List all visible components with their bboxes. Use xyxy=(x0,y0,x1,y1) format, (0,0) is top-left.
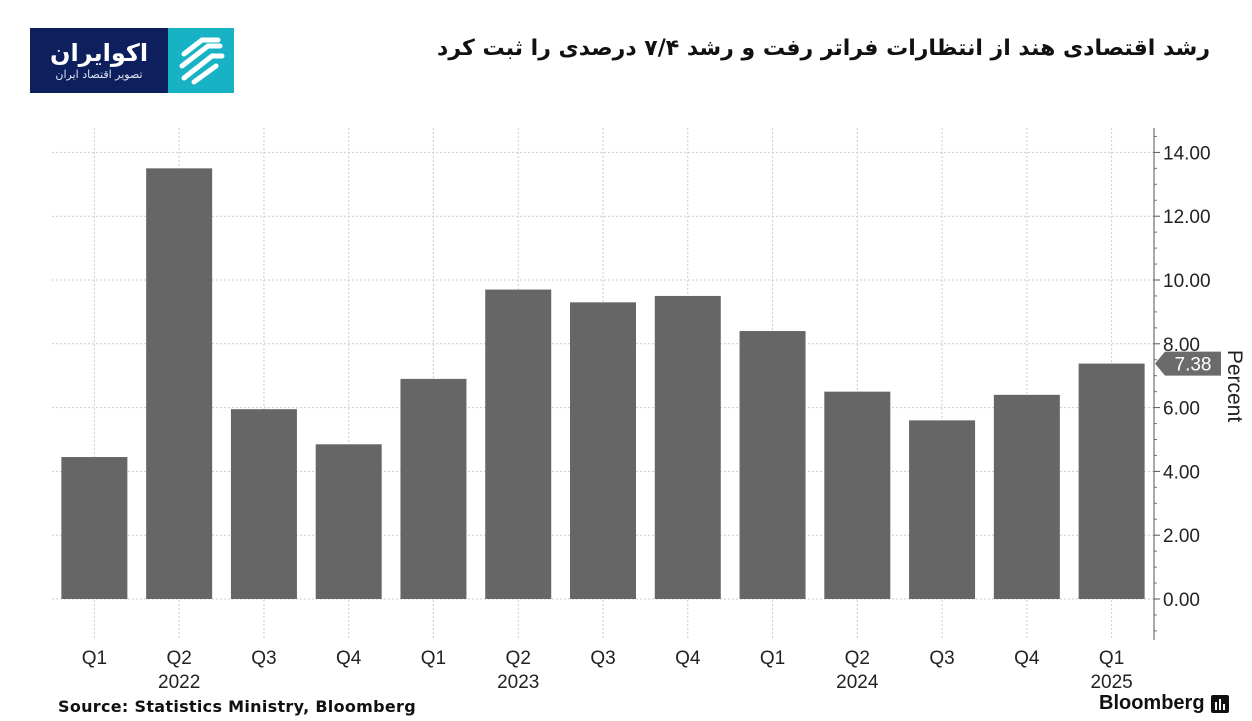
x-tick-label: Q2 xyxy=(506,648,531,669)
bloomberg-wordmark: Bloomberg xyxy=(1099,692,1205,714)
x-tick-label: Q2 xyxy=(166,648,191,669)
bloomberg-chart-icon xyxy=(1210,694,1229,713)
x-tick-label: Q3 xyxy=(251,648,276,669)
y-tick-label: 10.00 xyxy=(1163,271,1211,292)
logo-tagline: تصویر اقتصاد ایران xyxy=(55,67,143,81)
bar-q3 xyxy=(230,409,297,599)
y-axis-title: Percent xyxy=(1223,350,1246,423)
y-tick-label: 8.00 xyxy=(1163,335,1200,356)
x-tick-label: Q1 xyxy=(760,648,785,669)
bar-q3 xyxy=(909,420,976,599)
bar-q4 xyxy=(654,295,721,599)
bar-q2 xyxy=(146,168,213,599)
x-tick-label: Q3 xyxy=(590,648,615,669)
bar-q1 xyxy=(1078,363,1145,599)
x-year-label: 2024 xyxy=(836,672,879,693)
bar-q2 xyxy=(824,391,891,599)
last-value-callout xyxy=(1155,351,1221,376)
x-year-label: 2025 xyxy=(1090,672,1132,693)
y-tick-label: 0.00 xyxy=(1163,590,1200,611)
last-value-label: 7.38 xyxy=(1175,355,1212,376)
x-year-label: 2023 xyxy=(497,672,539,693)
x-tick-label: Q4 xyxy=(1014,648,1040,669)
bar-q1 xyxy=(400,378,467,599)
bar-q4 xyxy=(993,394,1060,599)
y-tick-label: 6.00 xyxy=(1163,399,1200,420)
y-tick-label: 4.00 xyxy=(1163,462,1200,483)
ecoiran-emblem-icon xyxy=(168,28,234,93)
bar-q1 xyxy=(61,457,128,599)
x-tick-label: Q4 xyxy=(675,648,701,669)
bar-q4 xyxy=(315,444,382,599)
chart-title: رشد اقتصادی هند از انتظارات فراتر رفت و … xyxy=(437,36,1210,61)
bar-q2 xyxy=(485,289,552,599)
ecoiran-logo: اکوایران تصویر اقتصاد ایران xyxy=(30,28,234,93)
x-tick-label: Q1 xyxy=(1099,648,1124,669)
x-tick-label: Q4 xyxy=(336,648,362,669)
logo-name: اکوایران xyxy=(49,38,149,67)
axis-labels: 14.00 12.00 10.00 8.00 6.00 4.00 2.00 0.00 Q1 Q2 Q… xyxy=(82,143,1246,693)
bars xyxy=(61,168,1145,599)
x-year-label: 2022 xyxy=(158,672,200,693)
y-tick-label: 14.00 xyxy=(1163,143,1211,164)
x-tick-label: Q2 xyxy=(845,648,870,669)
axes xyxy=(1153,128,1160,640)
x-tick-label: Q1 xyxy=(82,648,107,669)
x-tick-label: Q3 xyxy=(929,648,954,669)
y-tick-label: 2.00 xyxy=(1163,526,1200,547)
x-tick-label: Q1 xyxy=(421,648,446,669)
bar-q1 xyxy=(739,331,806,599)
bar-q3 xyxy=(570,302,636,599)
bloomberg-brand: Bloomberg xyxy=(1099,692,1229,715)
y-tick-label: 12.00 xyxy=(1163,207,1211,228)
source-note: Source: Statistics Ministry, Bloomberg xyxy=(58,697,417,716)
